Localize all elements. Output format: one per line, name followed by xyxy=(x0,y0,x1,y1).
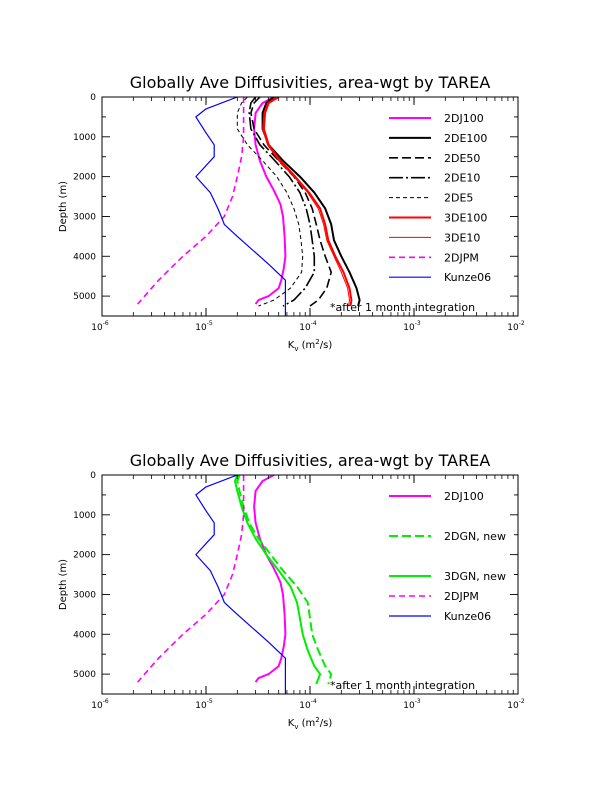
chart-bottom: Globally Ave Diffusivities, area-wgt by … xyxy=(58,451,525,731)
y-tick-label: 5000 xyxy=(73,670,96,680)
x-axis-label: Kv (m2/s) xyxy=(288,338,333,353)
series-line-2dj100 xyxy=(253,475,287,683)
legend-label-3dgn-new: 3DGN, new xyxy=(444,570,506,583)
x-tick-label: 10-5 xyxy=(195,320,213,333)
legend-label-2de10: 2DE10 xyxy=(444,172,480,185)
x-tick-label: 10-6 xyxy=(91,698,109,711)
series-line-kunze06 xyxy=(195,475,286,694)
series-line-2dgn-new xyxy=(236,475,333,685)
y-axis-label: Depth (m) xyxy=(58,559,69,610)
series-line-2dj100 xyxy=(253,97,287,305)
legend-label-2dj100: 2DJ100 xyxy=(444,112,484,125)
legend-label-3de100: 3DE100 xyxy=(444,212,487,225)
x-tick-label: 10-2 xyxy=(507,698,525,711)
x-tick-label: 10-4 xyxy=(299,320,317,333)
x-tick-label: 10-3 xyxy=(403,698,421,711)
annotation: *after 1 month integration xyxy=(330,301,475,314)
series-group xyxy=(136,97,361,316)
legend-label-2djpm: 2DJPM xyxy=(444,251,479,264)
legend-label-3de10: 3DE10 xyxy=(444,231,480,244)
legend-label-2djpm: 2DJPM xyxy=(444,590,479,603)
legend: 2DJ100 2DE100 2DE50 2DE10 2DE5 3DE100 3DE10 2DJ… xyxy=(389,112,491,284)
legend-label-2dj100: 2DJ100 xyxy=(444,490,484,503)
legend-label-kunze06: Kunze06 xyxy=(444,610,491,623)
legend-label-2dgn-new: 2DGN, new xyxy=(444,530,506,543)
series-line-2de100 xyxy=(261,97,361,307)
series-line-2de50 xyxy=(250,97,333,307)
y-tick-label: 1000 xyxy=(73,511,96,521)
y-tick-label: 0 xyxy=(90,93,96,103)
legend-label-2de5: 2DE5 xyxy=(444,192,473,205)
series-line-2djpm xyxy=(136,475,245,683)
y-tick-label: 4000 xyxy=(73,252,96,262)
series-line-2de5 xyxy=(236,97,304,307)
y-tick-label: 3000 xyxy=(73,590,96,600)
y-tick-label: 2000 xyxy=(73,173,96,183)
x-tick-label: 10-6 xyxy=(91,320,109,333)
chart-title: Globally Ave Diffusivities, area-wgt by … xyxy=(130,73,491,92)
series-line-2de10 xyxy=(248,97,316,307)
legend-label-2de100: 2DE100 xyxy=(444,132,487,145)
series-line-3de100 xyxy=(262,97,353,307)
legend-label-kunze06: Kunze06 xyxy=(444,271,491,284)
annotation: *after 1 month integration xyxy=(330,679,475,692)
series-group xyxy=(136,475,333,694)
y-tick-label: 0 xyxy=(90,471,96,481)
x-tick-label: 10-3 xyxy=(403,320,421,333)
legend: 2DJ100 2DGN, new 3DGN, new 2DJPM Kunze06 xyxy=(389,490,506,623)
chart-title: Globally Ave Diffusivities, area-wgt by … xyxy=(130,451,491,470)
x-tick-label: 10-4 xyxy=(299,698,317,711)
series-line-2djpm xyxy=(136,97,245,305)
y-axis-label: Depth (m) xyxy=(58,181,69,232)
series-line-3de10 xyxy=(262,97,350,307)
chart-top: Globally Ave Diffusivities, area-wgt by … xyxy=(58,73,525,353)
series-line-kunze06 xyxy=(195,97,286,316)
plot-frame xyxy=(101,474,519,695)
legend-label-2de50: 2DE50 xyxy=(444,152,480,165)
x-tick-label: 10-5 xyxy=(195,698,213,711)
x-tick-label: 10-2 xyxy=(507,320,525,333)
y-tick-label: 2000 xyxy=(73,551,96,561)
y-tick-label: 4000 xyxy=(73,630,96,640)
y-tick-label: 1000 xyxy=(73,133,96,143)
x-axis-label: Kv (m2/s) xyxy=(288,716,333,731)
y-tick-label: 3000 xyxy=(73,212,96,222)
y-tick-label: 5000 xyxy=(73,292,96,302)
series-line-3dgn-new xyxy=(234,475,322,685)
